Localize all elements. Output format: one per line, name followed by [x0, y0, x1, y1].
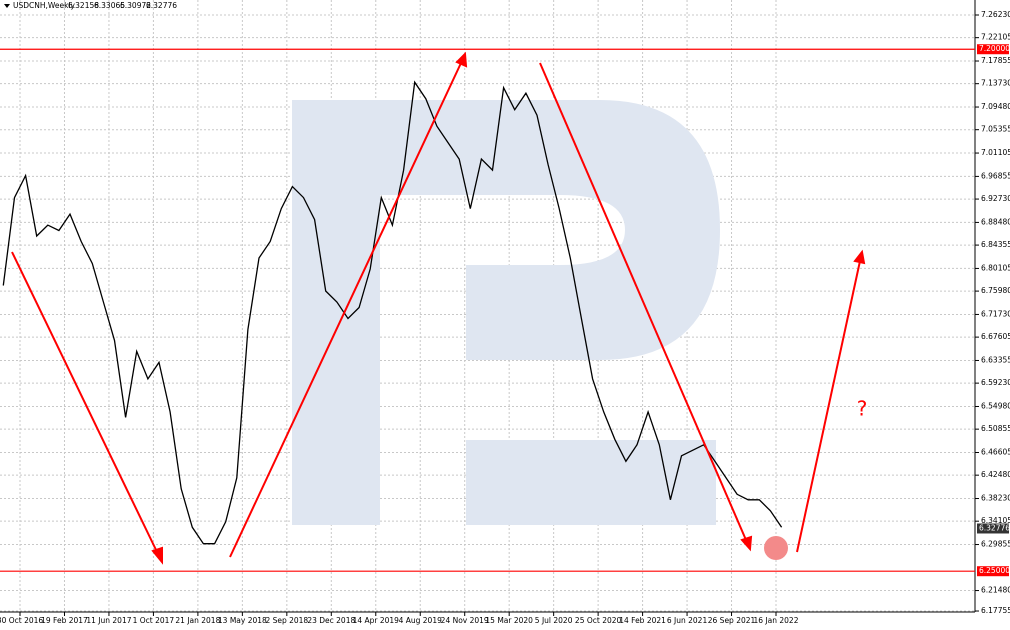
x-tick-label: 21 Jan 2018 [175, 616, 220, 625]
level-label-box [977, 44, 1009, 55]
y-tick-label: 6.21480 [981, 586, 1010, 595]
y-tick-label: 6.59230 [981, 378, 1010, 387]
level-label-box [977, 566, 1009, 577]
x-tick-label: 30 Oct 2016 [0, 616, 43, 625]
y-tick-label: 6.63355 [981, 355, 1010, 364]
menu-triangle [4, 4, 10, 8]
y-tick-label: 7.05355 [981, 125, 1010, 134]
level-label: 6.25000 [979, 566, 1010, 575]
y-tick-label: 6.96855 [981, 171, 1010, 180]
ohlc-value: 6.32158 [68, 1, 99, 10]
x-tick-label: 19 Feb 2017 [41, 616, 88, 625]
y-tick-label: 6.80105 [981, 263, 1010, 272]
symbol-title: USDCNH,Weekly [13, 1, 76, 10]
y-tick-label: 7.17855 [981, 56, 1010, 65]
x-tick-label: 6 Jun 2021 [667, 616, 708, 625]
y-tick-label: 6.67605 [981, 332, 1010, 341]
x-tick-label: 14 Apr 2019 [353, 616, 400, 625]
x-tick-label: 13 May 2018 [218, 616, 267, 625]
x-tick-label: 1 Oct 2017 [133, 616, 175, 625]
y-tick-label: 6.38230 [981, 494, 1010, 503]
x-tick-label: 24 Nov 2019 [441, 616, 489, 625]
current-price-label: 6.32776 [979, 523, 1010, 532]
y-tick-label: 7.13730 [981, 79, 1010, 88]
ohlc-value: 6.30972 [120, 1, 151, 10]
x-tick-label: 23 Dec 2018 [307, 616, 355, 625]
question-mark: ? [857, 397, 868, 421]
y-tick-label: 6.42480 [981, 470, 1010, 479]
x-tick-label: 11 Jun 2017 [86, 616, 131, 625]
y-tick-label: 6.71730 [981, 309, 1010, 318]
y-tick-label: 7.26230 [981, 10, 1010, 19]
x-tick-label: 15 Mar 2020 [485, 616, 533, 625]
x-tick-label: 26 Sep 2021 [708, 616, 756, 625]
current-price-box [977, 523, 1009, 534]
x-tick-label: 2 Sep 2018 [265, 616, 308, 625]
y-tick-label: 6.75980 [981, 286, 1010, 295]
watermark [292, 100, 720, 525]
y-tick-label: 6.92730 [981, 194, 1010, 203]
y-tick-label: 6.17755 [981, 606, 1010, 615]
y-tick-label: 6.29855 [981, 540, 1010, 549]
y-tick-label: 6.54980 [981, 401, 1010, 410]
y-tick-label: 7.01105 [981, 148, 1010, 157]
y-tick-label: 7.09480 [981, 102, 1010, 111]
ohlc-value: 6.33065 [94, 1, 125, 10]
y-tick-label: 7.22105 [981, 33, 1010, 42]
x-tick-label: 5 Jul 2020 [535, 616, 573, 625]
level-label: 7.20000 [979, 44, 1010, 53]
x-tick-label: 4 Aug 2019 [399, 616, 442, 625]
x-tick-label: 25 Oct 2020 [575, 616, 622, 625]
ohlc-value: 6.32776 [146, 1, 177, 10]
y-tick-label: 6.34105 [981, 516, 1010, 525]
plot [2, 80, 783, 545]
x-tick-label: 16 Jan 2022 [754, 616, 799, 625]
target-marker [764, 536, 788, 560]
y-tick-label: 6.50855 [981, 424, 1010, 433]
y-tick-label: 6.84355 [981, 240, 1010, 249]
x-tick-label: 14 Feb 2021 [619, 616, 666, 625]
price-line [2, 80, 783, 545]
y-tick-label: 6.88480 [981, 217, 1010, 226]
y-tick-label: 6.46605 [981, 448, 1010, 457]
arrows [11, 51, 866, 565]
